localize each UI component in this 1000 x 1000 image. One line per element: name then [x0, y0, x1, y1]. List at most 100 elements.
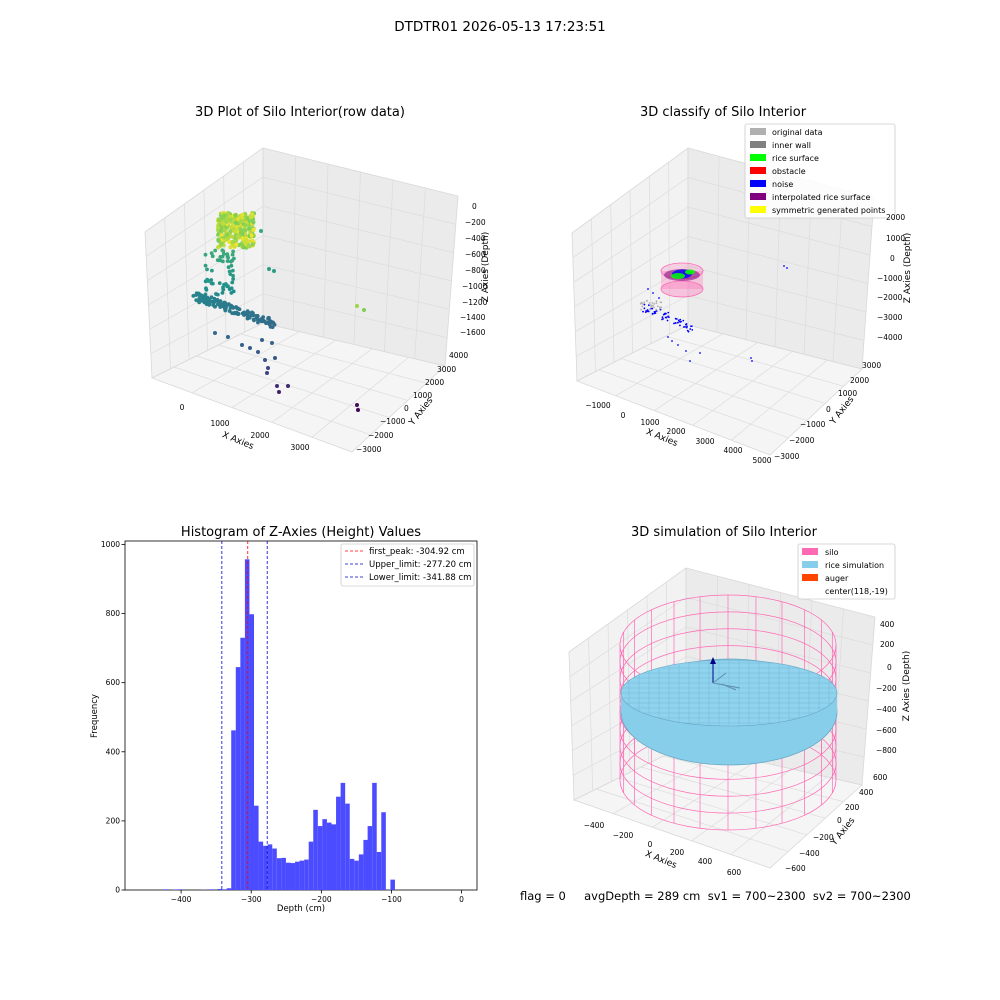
simulation-ztick: −400 — [876, 705, 897, 714]
original-point — [640, 308, 643, 311]
raw-point — [205, 267, 209, 272]
raw-point — [220, 248, 225, 253]
x-tick-label: −100 — [381, 895, 402, 904]
y-tick-label: 800 — [106, 609, 121, 618]
noise-point — [678, 320, 681, 323]
histogram-bar — [235, 667, 241, 890]
raw-point — [226, 265, 231, 270]
histogram-bar — [281, 857, 286, 890]
noise-point — [686, 325, 688, 328]
raw-point — [230, 252, 235, 257]
noise-point — [783, 265, 785, 267]
raw-point — [234, 305, 239, 309]
noise-point — [751, 360, 753, 362]
noise-point — [689, 360, 691, 362]
raw-point — [270, 341, 274, 345]
noise-point — [647, 288, 649, 290]
raw-point — [242, 311, 247, 316]
original-point — [653, 302, 656, 305]
raw-point — [226, 255, 231, 260]
histogram-bar — [249, 614, 255, 890]
raw-zlabel: Z Axies (Depth) — [481, 232, 491, 303]
raw-point — [219, 233, 224, 238]
raw-ytick: −2000 — [368, 431, 394, 440]
noise-point — [677, 344, 679, 346]
simulation-ztick: 0 — [887, 663, 892, 672]
raw-point — [203, 279, 208, 284]
raw-point — [249, 233, 254, 238]
simulation-xtick: 0 — [648, 840, 653, 849]
raw-ytick: 2000 — [425, 378, 444, 387]
raw-point — [252, 318, 256, 323]
noise-point — [677, 319, 680, 322]
grid-line — [641, 766, 826, 819]
raw-point — [210, 254, 215, 259]
raw-point — [234, 225, 239, 230]
grid-line — [218, 344, 408, 401]
raw-point — [259, 229, 263, 233]
raw-point — [209, 268, 214, 273]
noise-point — [642, 310, 644, 313]
histogram-bar — [336, 796, 341, 890]
legend-label: Upper_limit: -277.20 cm — [369, 560, 472, 570]
grid-line — [691, 768, 792, 842]
raw-point — [197, 295, 202, 300]
raw-point — [256, 350, 260, 354]
raw-point — [228, 245, 233, 250]
histogram-bar — [331, 824, 337, 890]
classify-ytick: −3000 — [774, 452, 800, 461]
raw-point — [220, 221, 226, 226]
noise-point — [680, 320, 682, 323]
histogram-bar — [354, 860, 359, 890]
y-tick-label: 600 — [106, 678, 121, 687]
raw-point — [216, 225, 221, 230]
noise-point — [689, 328, 692, 330]
noise-point — [674, 322, 677, 324]
classify-xtick: 0 — [621, 411, 626, 420]
raw-ytick: −1000 — [380, 417, 406, 426]
raw-point — [362, 308, 366, 312]
raw-point — [222, 228, 227, 233]
raw-point — [225, 284, 230, 289]
raw-point — [215, 297, 220, 302]
raw-point — [220, 215, 225, 220]
raw-point — [227, 309, 232, 313]
noise-point — [699, 352, 701, 354]
raw-point — [230, 280, 235, 285]
simulation-zlabel: Z Axies (Depth) — [902, 651, 912, 722]
histogram-bar — [244, 559, 250, 890]
classify-ztick: 1000 — [886, 234, 905, 243]
grid-line — [665, 335, 844, 387]
histogram-title: Histogram of Z-Axies (Height) Values — [181, 525, 421, 540]
simulation-3d-panel: 3D simulation of Silo Interior silo rice … — [568, 525, 912, 877]
legend-swatch — [750, 206, 766, 213]
raw-point — [246, 244, 251, 249]
noise-point — [667, 336, 669, 338]
legend-label: Lower_limit: -341.88 cm — [369, 573, 471, 583]
histogram-bar — [240, 637, 245, 890]
histogram-yticks: 0 200 400 600 800 1000 — [101, 540, 125, 895]
noise-point — [675, 318, 678, 320]
raw-xtick: 1000 — [210, 419, 229, 428]
raw-point — [230, 304, 235, 309]
histogram-bar — [231, 730, 236, 890]
simulation-xtick: 200 — [670, 848, 685, 857]
histogram-xticks: −400 −300 −200 −100 0 — [171, 890, 464, 904]
raw-point — [216, 245, 221, 250]
original-point — [646, 299, 648, 302]
original-point — [641, 302, 644, 305]
raw-point — [232, 229, 238, 234]
noise-point — [643, 307, 646, 310]
classify-ztick: −3000 — [877, 313, 903, 322]
legend-label: obstacle — [772, 167, 806, 176]
raw-point — [259, 319, 264, 324]
classify-silo-wireframe — [660, 262, 704, 298]
legend-label: inner wall — [772, 141, 811, 150]
raw-point — [220, 290, 225, 295]
grid-line — [575, 295, 689, 357]
raw-point — [263, 358, 267, 362]
histogram-bar — [254, 805, 259, 890]
raw-point — [275, 384, 279, 388]
auger-center-marker — [710, 657, 741, 691]
histogram-bar — [217, 888, 223, 890]
